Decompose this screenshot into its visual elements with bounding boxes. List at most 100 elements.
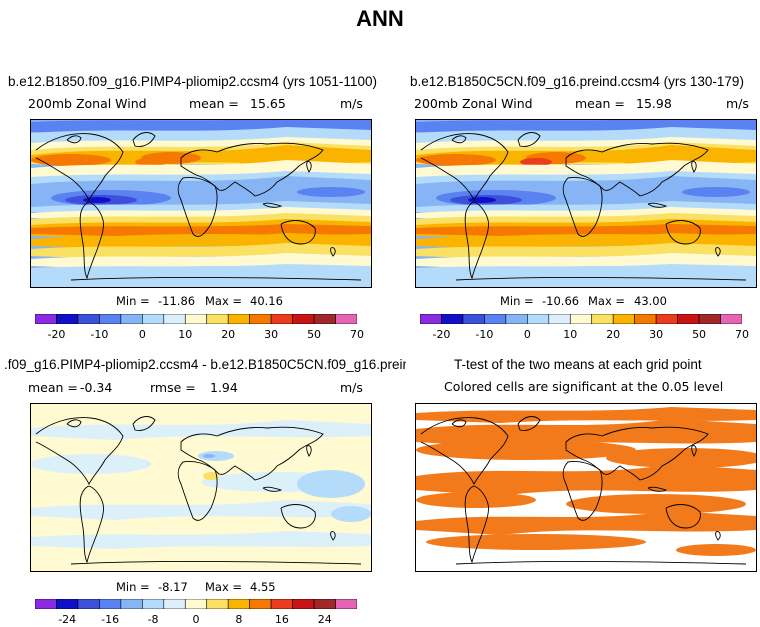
band-s8 xyxy=(416,264,756,287)
easterlies-east xyxy=(682,187,750,197)
jet-north-core-atlantic xyxy=(31,154,111,166)
colorbar-cell xyxy=(569,314,593,324)
panel1-colorbar: -20 -10 0 10 20 30 50 70 xyxy=(35,314,364,344)
panel3-rmse-value: 1.94 xyxy=(210,380,238,395)
panel1-min-label: Min = xyxy=(116,294,150,308)
colorbar-cell xyxy=(227,314,250,324)
coastline xyxy=(132,416,156,431)
coastlines xyxy=(420,416,747,565)
sig-blob-2 xyxy=(606,448,756,468)
colorbar-cell xyxy=(163,599,186,609)
colorbar-cell xyxy=(677,314,700,324)
colorbar-cell xyxy=(249,314,272,324)
panel2-max-label: Max = xyxy=(588,294,626,308)
colorbar-cell xyxy=(655,314,678,324)
neg-band-1 xyxy=(31,420,371,440)
colorbar-cell xyxy=(77,314,100,324)
panel2-max-value: 43.00 xyxy=(634,294,667,308)
panel4-subtitle: Colored cells are significant at the 0.0… xyxy=(444,379,724,394)
panel2-min-value: -10.66 xyxy=(542,294,580,308)
colorbar-tick-label: 30 xyxy=(649,328,664,341)
colorbar-tick-label: 20 xyxy=(606,328,621,341)
colorbar-cell xyxy=(634,314,657,324)
panel3-colorbar: -24 -16 -8 0 8 16 24 xyxy=(35,599,357,627)
colorbar-tick-label: 50 xyxy=(692,328,707,341)
panel3-rmse-label: rmse = xyxy=(150,380,196,395)
colorbar-tick-label: 20 xyxy=(221,328,236,341)
neg-blob-1 xyxy=(31,454,151,474)
colorbar-cell xyxy=(35,314,57,324)
coastline xyxy=(647,202,668,208)
coastline xyxy=(79,485,104,564)
coastline xyxy=(35,133,124,202)
panel4-map xyxy=(415,403,757,572)
colorbar-cell xyxy=(698,314,721,324)
coastline xyxy=(262,486,283,492)
easterlies-max xyxy=(83,197,111,203)
coastline xyxy=(330,531,336,541)
colorbar-cell xyxy=(227,599,250,609)
coastline xyxy=(132,132,156,147)
neg-blob-4 xyxy=(297,470,365,498)
coastline xyxy=(66,135,82,144)
colorbar-tick-label: -8 xyxy=(147,613,159,626)
sig-blob-6 xyxy=(676,544,756,556)
panel4-title: T-test of the two means at each grid poi… xyxy=(454,357,702,372)
colorbar-cell xyxy=(99,314,122,324)
coastline xyxy=(330,247,336,257)
easterlies-max xyxy=(468,197,496,203)
sig-blob-5 xyxy=(426,534,646,550)
colorbar-cell xyxy=(270,599,293,609)
colorbar-cell xyxy=(527,314,550,324)
neg-band-2 xyxy=(31,500,371,520)
colorbar-cell xyxy=(441,314,464,324)
jet-north-max xyxy=(135,158,167,166)
panel3-mean-value: -0.34 xyxy=(80,380,113,395)
panel2-min-label: Min = xyxy=(500,294,534,308)
coastline xyxy=(665,504,701,529)
sig-band-3 xyxy=(416,464,756,496)
coastline xyxy=(280,504,316,529)
panel3-title: .f09_g16.PIMP4-pliomip2.ccsm4 - b.e12.B1… xyxy=(4,357,406,372)
panel2-mean-value: 15.98 xyxy=(636,96,672,111)
coastline xyxy=(562,461,603,521)
coastline xyxy=(691,161,697,173)
colorbar-cell xyxy=(612,314,635,324)
colorbar-cell xyxy=(462,314,485,324)
colorbar-cell xyxy=(313,599,336,609)
colorbar-cell xyxy=(184,599,208,609)
colorbar-cell xyxy=(335,314,357,324)
colorbar-tick-label: 50 xyxy=(307,328,322,341)
coastline xyxy=(464,201,489,280)
coastline xyxy=(420,417,509,486)
pos-blob-1 xyxy=(203,472,219,480)
colorbar-tick-label: -10 xyxy=(90,328,109,341)
panel3-map xyxy=(30,403,372,572)
colorbar-tick-label: -20 xyxy=(432,328,451,341)
colorbar-cell xyxy=(56,314,79,324)
neg-band-3 xyxy=(31,531,371,549)
coastline xyxy=(306,445,312,457)
panel2-variable: 200mb Zonal Wind xyxy=(414,96,533,111)
colorbar-cell xyxy=(35,599,57,609)
colorbar-tick-label: 0 xyxy=(138,328,146,341)
coastline xyxy=(647,486,668,492)
panel1-min-value: -11.86 xyxy=(158,294,196,308)
coastline xyxy=(715,531,721,541)
coastline xyxy=(70,560,362,565)
coastline xyxy=(66,419,82,428)
coastline xyxy=(455,276,747,281)
colorbar-cell xyxy=(249,599,272,609)
jet-north-max xyxy=(520,158,552,166)
coastline xyxy=(177,177,218,237)
colorbar-cell xyxy=(77,599,100,609)
coastline xyxy=(280,220,316,245)
colorbar-cell xyxy=(313,314,336,324)
colorbar-cell xyxy=(270,314,293,324)
colorbar-tick-label: 30 xyxy=(264,328,279,341)
colorbar-cell xyxy=(120,599,143,609)
panel1-max-label: Max = xyxy=(205,294,243,308)
easterlies-east xyxy=(297,187,365,197)
panel1-variable: 200mb Zonal Wind xyxy=(28,96,147,111)
coastlines xyxy=(420,132,747,281)
